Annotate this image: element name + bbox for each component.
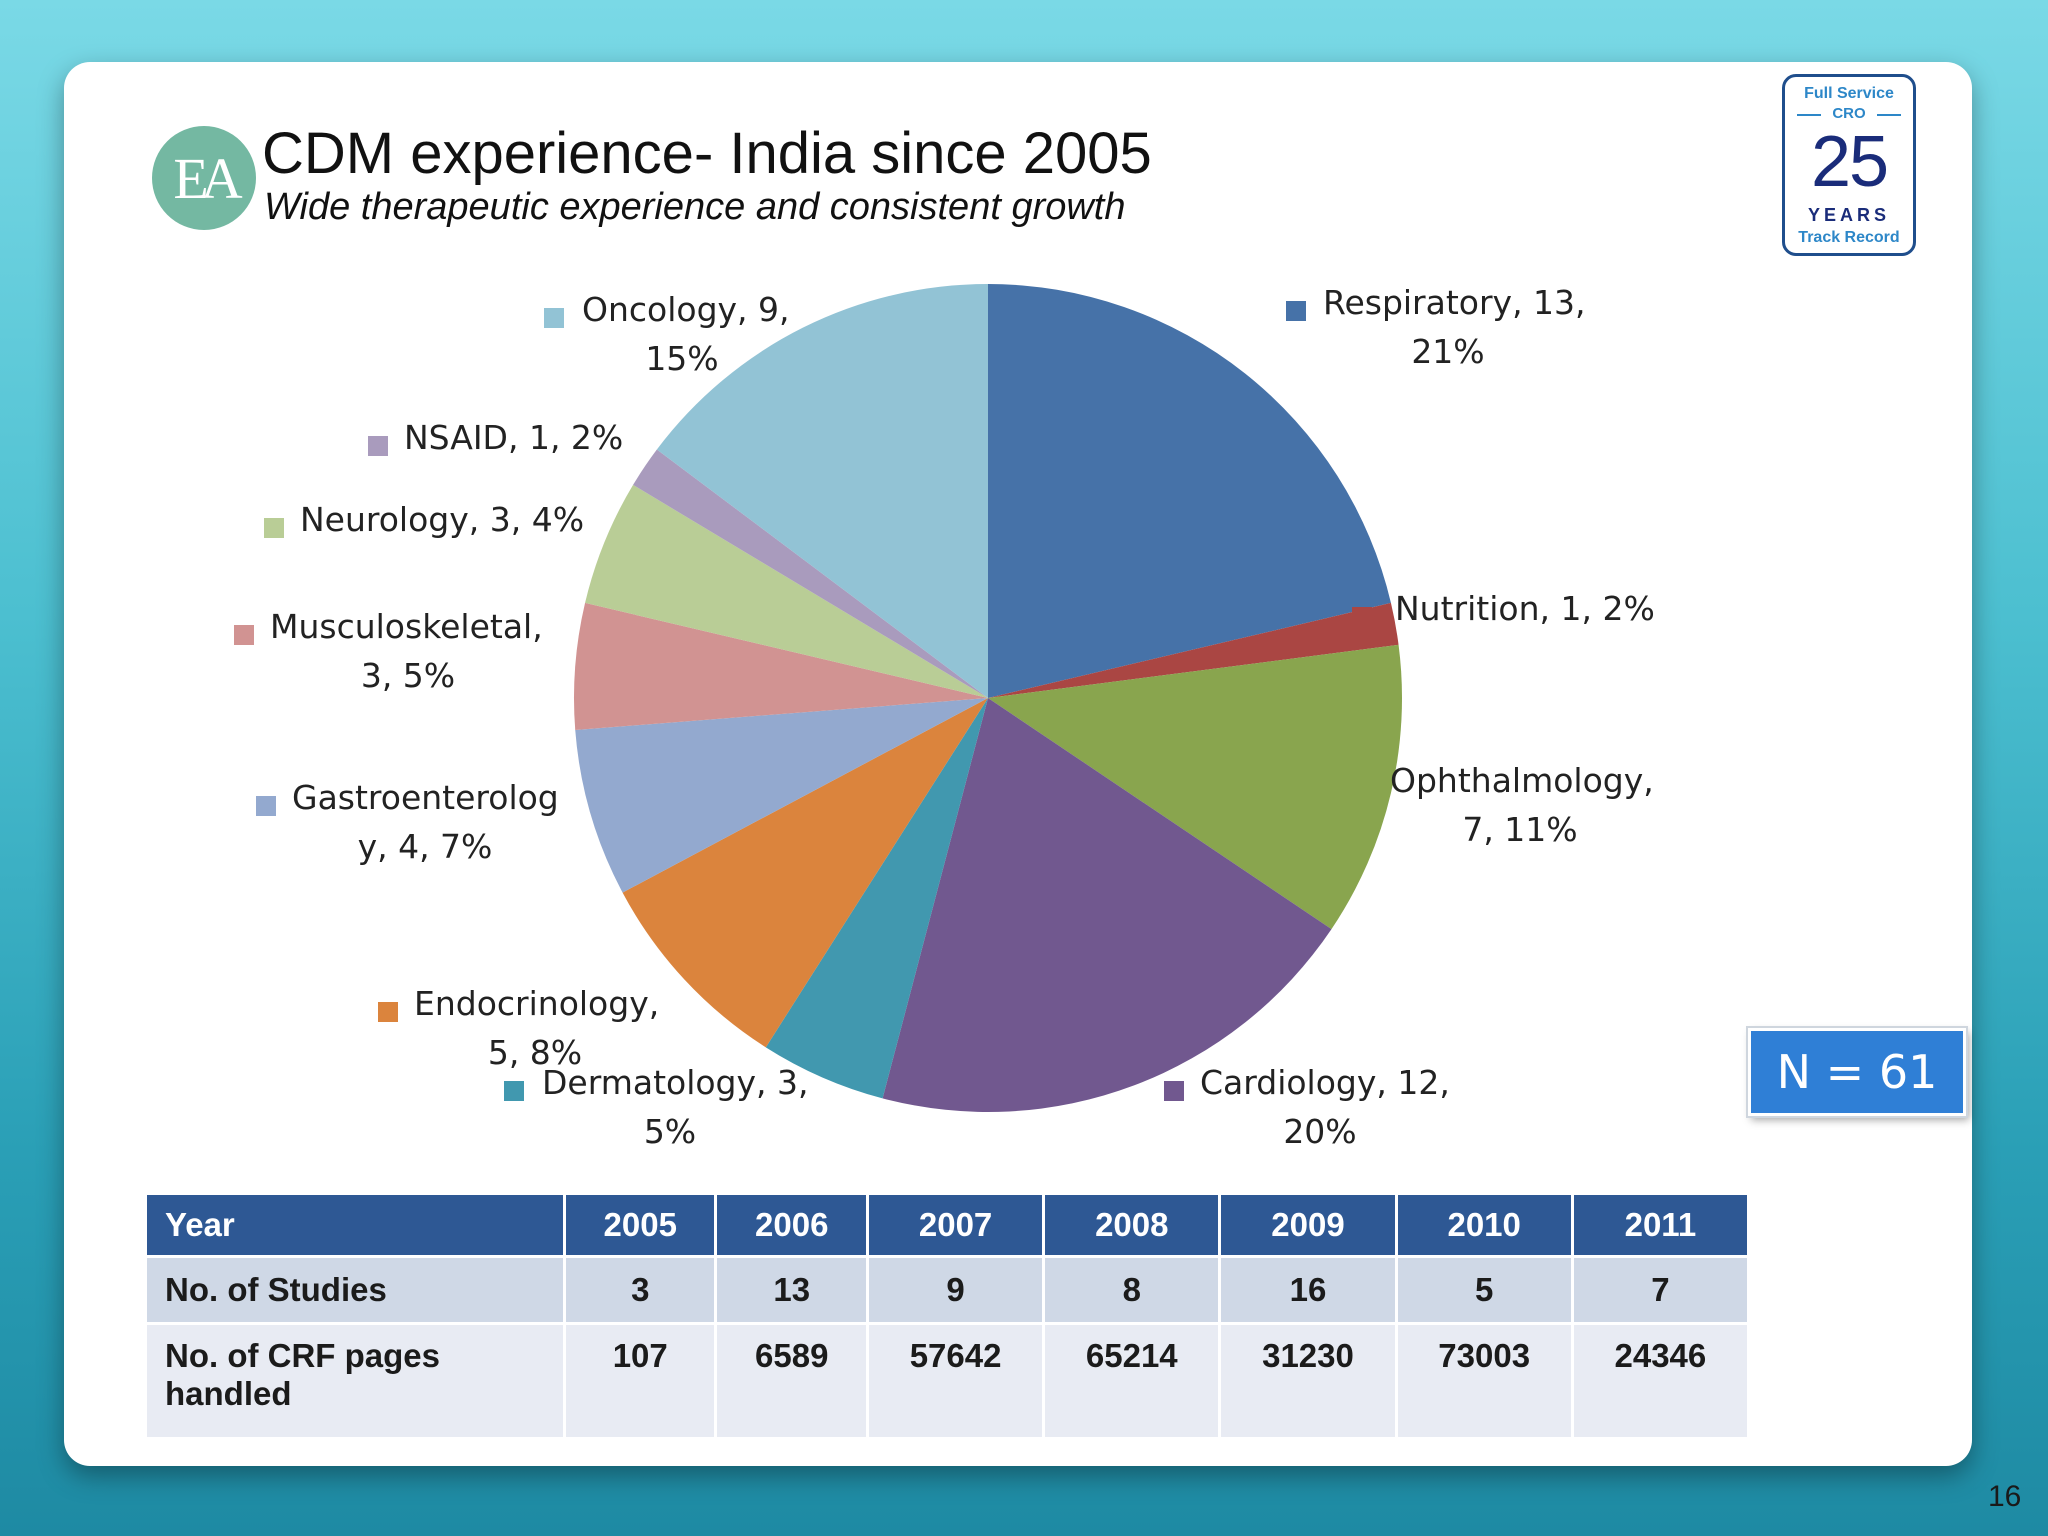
legend-marker-nutrition <box>1352 607 1372 627</box>
year-header: 2008 <box>1042 1192 1222 1258</box>
data-label-endocrinology: 5, 8% <box>488 1033 582 1072</box>
data-label-oncology: Oncology, 9, <box>582 290 790 329</box>
slide-subtitle: Wide therapeutic experience and consiste… <box>264 186 1126 228</box>
data-label-dermatology: 5% <box>644 1112 696 1151</box>
legend-marker-neurology <box>264 518 284 538</box>
table-cell: 73003 <box>1394 1322 1574 1440</box>
n-total-box: N = 61 <box>1748 1028 1966 1116</box>
year-header: 2006 <box>714 1192 869 1258</box>
pie-slice-respiratory <box>988 284 1391 698</box>
data-label-gastroenterology: Gastroenterolog <box>292 778 559 817</box>
data-label-ophthalmology: 7, 11% <box>1462 810 1577 849</box>
table-cell: 5 <box>1394 1255 1574 1325</box>
data-label-nsaid: NSAID, 1, 2% <box>404 418 623 457</box>
table-header-label: Year <box>144 1192 566 1258</box>
data-label-cardiology: Cardiology, 12, <box>1200 1063 1450 1102</box>
legend-marker-endocrinology <box>378 1002 398 1022</box>
data-label-respiratory: 21% <box>1411 332 1484 371</box>
badge-number: 25 <box>1810 122 1889 202</box>
pie-slice-nsaid <box>633 449 988 698</box>
legend-marker-musculoskeletal <box>234 625 254 645</box>
table-cell: 3 <box>562 1255 718 1325</box>
badge-line2: CRO <box>1832 105 1866 122</box>
years-badge: Full Service CRO 25 YEARS Track Record <box>1782 74 1916 256</box>
table-cell: 31230 <box>1218 1322 1398 1440</box>
data-label-endocrinology: Endocrinology, <box>414 984 659 1023</box>
studies-table: Year 2005 2006 2007 2008 2009 2010 2011 No. of… <box>144 1192 1751 1440</box>
data-label-gastroenterology: y, 4, 7% <box>358 827 493 866</box>
data-label-dermatology: Dermatology, 3, <box>542 1063 809 1102</box>
data-label-ophthalmology: Ophthalmology, <box>1390 761 1654 800</box>
legend-marker-dermatology <box>504 1081 524 1101</box>
table-cell: 57642 <box>865 1322 1046 1440</box>
data-label-musculoskeletal: Musculoskeletal, <box>270 607 543 646</box>
data-label-nutrition: Nutrition, 1, 2% <box>1395 589 1655 628</box>
pie-chart: Respiratory, 13, 21% Nutrition, 1, 2% Ophth… <box>234 283 1655 1151</box>
table-cell: 107 <box>562 1322 718 1440</box>
row-label: No. of CRF pages handled <box>144 1322 566 1440</box>
table-cell: 7 <box>1570 1255 1751 1325</box>
legend-marker-respiratory <box>1286 301 1306 321</box>
year-header: 2009 <box>1218 1192 1398 1258</box>
legend-marker-nsaid <box>368 436 388 456</box>
year-header: 2007 <box>865 1192 1046 1258</box>
company-logo: EA <box>152 126 256 230</box>
pie-slice-nutrition <box>988 602 1399 698</box>
slide-title: CDM experience- India since 2005 <box>262 121 1152 186</box>
year-header: 2005 <box>562 1192 718 1258</box>
table-cell: 8 <box>1042 1255 1222 1325</box>
pie-slice-ophthalmology <box>988 644 1402 930</box>
pie-slice-dermatology <box>765 698 988 1099</box>
legend-marker-oncology <box>544 308 564 328</box>
table-cell: 9 <box>865 1255 1046 1325</box>
year-header: 2011 <box>1570 1192 1751 1258</box>
legend-marker-gastroenterology <box>256 796 276 816</box>
badge-track-record: Track Record <box>1798 229 1900 246</box>
table-row: No. of Studies 3 13 9 8 16 5 7 <box>144 1255 1751 1325</box>
badge-rule-right <box>1877 114 1901 116</box>
badge-rule-left <box>1797 114 1821 116</box>
pie-slice-oncology <box>656 284 988 698</box>
pie-slice-endocrinology <box>622 698 988 1048</box>
table-cell: 24346 <box>1570 1322 1751 1440</box>
year-header: 2010 <box>1394 1192 1574 1258</box>
legend-marker-cardiology <box>1164 1081 1184 1101</box>
data-label-oncology: 15% <box>645 339 718 378</box>
table-cell: 16 <box>1218 1255 1398 1325</box>
badge-years: YEARS <box>1807 205 1890 225</box>
row-label: No. of Studies <box>144 1255 566 1325</box>
table-cell: 65214 <box>1042 1322 1222 1440</box>
data-label-cardiology: 20% <box>1283 1112 1356 1151</box>
data-label-neurology: Neurology, 3, 4% <box>300 500 584 539</box>
table-row: No. of CRF pages handled 107 6589 57642 652… <box>144 1322 1751 1440</box>
table-cell: 6589 <box>714 1322 869 1440</box>
page-number: 16 <box>1988 1480 2022 1513</box>
badge-line1: Full Service <box>1804 85 1894 102</box>
data-label-respiratory: Respiratory, 13, <box>1323 283 1586 322</box>
pie-slice-cardiology <box>882 698 1332 1112</box>
pie-slice-musculoskeletal <box>573 602 988 730</box>
pie-slice-gastroenterology <box>575 698 988 893</box>
table-header-row: Year 2005 2006 2007 2008 2009 2010 2011 <box>144 1192 1751 1258</box>
pie-slice-neurology <box>585 484 988 698</box>
data-label-musculoskeletal: 3, 5% <box>361 656 455 695</box>
table-cell: 13 <box>714 1255 869 1325</box>
